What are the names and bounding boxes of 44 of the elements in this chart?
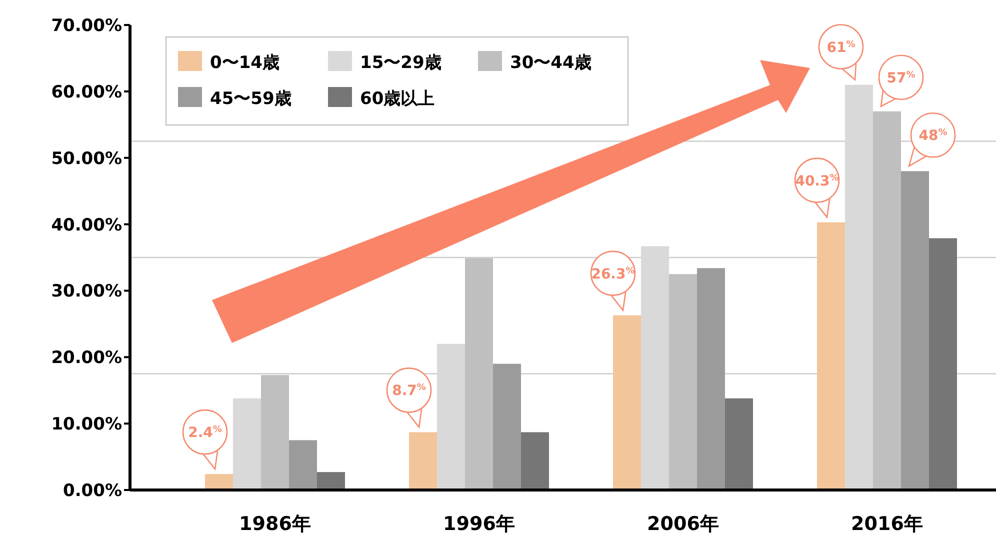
bar xyxy=(845,84,873,490)
bar xyxy=(289,440,317,490)
bar xyxy=(725,398,753,490)
bar xyxy=(233,398,261,490)
bar xyxy=(641,246,669,490)
data-label: 2.4$^{%}$ xyxy=(188,425,222,442)
bar xyxy=(669,274,697,490)
data-label: 40.3$^{%}$ xyxy=(795,173,839,190)
legend-label: 45〜59歳 xyxy=(210,89,292,109)
legend-label: 15〜29歳 xyxy=(360,53,442,73)
bar xyxy=(409,432,437,490)
y-tick-label: 20.00% xyxy=(51,348,122,368)
y-tick-label: 50.00% xyxy=(51,148,122,169)
bar xyxy=(521,432,549,490)
bar xyxy=(465,258,493,490)
legend-label: 60歳以上 xyxy=(360,89,435,109)
bar xyxy=(261,375,289,490)
bar xyxy=(697,268,725,490)
bar xyxy=(205,474,233,490)
data-label: 26.3$^{%}$ xyxy=(591,266,635,282)
bar xyxy=(613,315,641,490)
data-label: 61$^{%}$ xyxy=(826,40,856,56)
legend-label: 0〜14歳 xyxy=(210,53,280,73)
x-tick-label: 1986年 xyxy=(239,513,311,535)
data-label: 48$^{%}$ xyxy=(918,128,948,144)
y-tick-label: 70.00% xyxy=(51,16,122,36)
bar xyxy=(901,171,929,490)
y-tick-label: 10.00% xyxy=(51,414,122,435)
x-tick-label: 2006年 xyxy=(647,513,719,535)
bar xyxy=(817,222,845,490)
x-tick-label: 2016年 xyxy=(851,513,923,535)
data-label: 8.7$^{%}$ xyxy=(392,383,426,400)
y-tick-label: 40.00% xyxy=(51,215,122,236)
y-tick-label: 30.00% xyxy=(51,282,122,302)
bar xyxy=(873,111,901,490)
data-label: 57$^{%}$ xyxy=(886,70,916,86)
bar xyxy=(437,344,465,490)
bar xyxy=(929,238,957,490)
y-tick-label: 0.00% xyxy=(63,481,122,501)
legend-label: 30〜44歳 xyxy=(510,53,592,73)
bar xyxy=(317,472,345,490)
bar xyxy=(493,364,521,490)
y-tick-label: 60.00% xyxy=(51,82,122,102)
x-tick-label: 1996年 xyxy=(443,513,515,535)
